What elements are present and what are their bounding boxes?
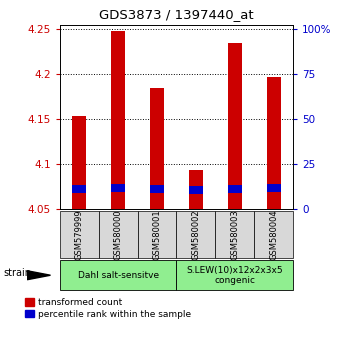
Bar — [60, 260, 177, 290]
Text: GSM580002: GSM580002 — [191, 209, 201, 260]
Bar — [228, 185, 242, 193]
Bar — [189, 170, 203, 209]
Bar — [72, 185, 86, 193]
Title: GDS3873 / 1397440_at: GDS3873 / 1397440_at — [99, 8, 254, 21]
Bar — [177, 211, 216, 258]
Bar — [216, 211, 254, 258]
Bar — [137, 211, 177, 258]
Bar — [150, 88, 164, 209]
Bar — [72, 116, 86, 209]
Bar — [150, 185, 164, 193]
Text: GSM580001: GSM580001 — [152, 209, 162, 260]
Text: strain: strain — [3, 268, 31, 279]
Text: GSM580004: GSM580004 — [269, 209, 278, 260]
Text: GSM579999: GSM579999 — [75, 209, 84, 260]
Bar — [111, 31, 125, 209]
Bar — [267, 184, 281, 192]
Bar — [254, 211, 293, 258]
Text: GSM580003: GSM580003 — [231, 209, 239, 260]
Bar — [60, 211, 99, 258]
Text: GSM580000: GSM580000 — [114, 209, 122, 260]
Bar — [267, 77, 281, 209]
Text: Dahl salt-sensitve: Dahl salt-sensitve — [77, 271, 159, 280]
Bar — [228, 43, 242, 209]
Bar — [111, 184, 125, 192]
Bar — [189, 185, 203, 194]
Bar — [99, 211, 137, 258]
Text: S.LEW(10)x12x2x3x5
congenic: S.LEW(10)x12x2x3x5 congenic — [187, 266, 283, 285]
Bar — [177, 260, 293, 290]
Legend: transformed count, percentile rank within the sample: transformed count, percentile rank withi… — [25, 298, 191, 319]
Polygon shape — [27, 271, 50, 280]
